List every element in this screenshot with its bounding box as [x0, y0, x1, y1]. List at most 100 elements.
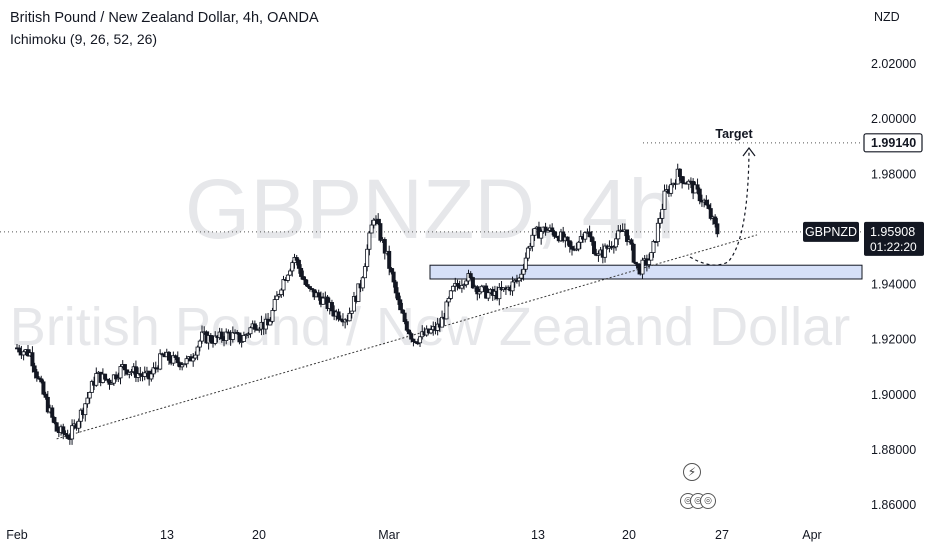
candle[interactable]	[89, 381, 94, 393]
candle[interactable]	[78, 409, 83, 422]
news-icon-3[interactable]: ◎	[700, 493, 716, 509]
candle[interactable]	[307, 286, 312, 289]
candle[interactable]	[576, 241, 581, 250]
candle[interactable]	[470, 277, 475, 289]
lightning-icon[interactable]: ⚡	[683, 463, 701, 481]
candle[interactable]	[288, 270, 293, 276]
candle[interactable]	[362, 266, 367, 279]
candle[interactable]	[636, 263, 641, 269]
candle[interactable]	[303, 279, 308, 285]
candle[interactable]	[415, 342, 420, 345]
candle[interactable]	[517, 277, 522, 282]
candle[interactable]	[697, 188, 702, 202]
candle[interactable]	[596, 253, 601, 256]
candle[interactable]	[290, 262, 295, 272]
candle[interactable]	[382, 239, 387, 254]
candle[interactable]	[338, 318, 343, 321]
candle[interactable]	[616, 230, 621, 240]
candle[interactable]	[519, 273, 524, 279]
candle[interactable]	[281, 279, 286, 291]
candle[interactable]	[713, 216, 718, 225]
candle[interactable]	[285, 274, 290, 281]
candle[interactable]	[184, 358, 189, 365]
candle[interactable]	[462, 284, 467, 287]
candle[interactable]	[61, 426, 66, 434]
candle[interactable]	[484, 285, 489, 299]
candle[interactable]	[396, 292, 401, 301]
candle[interactable]	[94, 373, 99, 386]
candle[interactable]	[85, 397, 90, 405]
candle[interactable]	[510, 281, 515, 292]
candle[interactable]	[677, 168, 682, 177]
candle[interactable]	[50, 407, 55, 418]
candle[interactable]	[686, 180, 691, 185]
candle[interactable]	[182, 363, 187, 366]
candle[interactable]	[715, 223, 720, 235]
candle[interactable]	[296, 259, 301, 269]
candle[interactable]	[369, 224, 374, 234]
candle[interactable]	[655, 222, 660, 243]
candle[interactable]	[446, 298, 451, 303]
candle[interactable]	[651, 241, 656, 254]
candle[interactable]	[39, 378, 44, 383]
symbol-tag[interactable]	[803, 221, 859, 242]
candle[interactable]	[122, 364, 127, 371]
candle[interactable]	[329, 302, 334, 312]
candle[interactable]	[65, 434, 70, 439]
candle[interactable]	[349, 310, 354, 314]
candle[interactable]	[525, 247, 530, 259]
candle[interactable]	[76, 420, 81, 429]
candle[interactable]	[404, 321, 409, 331]
candle[interactable]	[299, 267, 304, 277]
candle[interactable]	[213, 335, 218, 344]
candle[interactable]	[272, 299, 277, 311]
candle[interactable]	[248, 327, 253, 335]
candle[interactable]	[127, 371, 132, 375]
candle[interactable]	[268, 320, 273, 326]
candle[interactable]	[208, 335, 213, 342]
candle[interactable]	[294, 257, 299, 261]
candle[interactable]	[191, 357, 196, 362]
candle[interactable]	[103, 373, 108, 380]
candle[interactable]	[429, 329, 434, 334]
candle[interactable]	[301, 276, 306, 280]
candle[interactable]	[118, 366, 123, 379]
candle[interactable]	[270, 310, 275, 322]
candle[interactable]	[274, 295, 279, 301]
candle[interactable]	[451, 285, 456, 292]
candle[interactable]	[138, 373, 143, 376]
candle[interactable]	[695, 184, 700, 190]
candle[interactable]	[193, 354, 198, 359]
candle[interactable]	[592, 241, 597, 255]
candle[interactable]	[224, 331, 229, 342]
candle[interactable]	[629, 239, 634, 245]
candle[interactable]	[611, 246, 616, 249]
candle[interactable]	[486, 292, 491, 299]
candle[interactable]	[54, 422, 59, 432]
candle[interactable]	[246, 333, 251, 336]
candle[interactable]	[21, 351, 26, 356]
candle[interactable]	[389, 268, 394, 273]
candle[interactable]	[393, 281, 398, 294]
candle[interactable]	[347, 312, 352, 322]
candle[interactable]	[448, 290, 453, 299]
candle[interactable]	[532, 228, 537, 236]
candle[interactable]	[305, 284, 310, 287]
candle[interactable]	[230, 332, 235, 340]
candle[interactable]	[402, 312, 407, 323]
candle[interactable]	[241, 335, 246, 342]
candle[interactable]	[197, 340, 202, 348]
candle[interactable]	[142, 372, 147, 377]
candle[interactable]	[387, 250, 392, 269]
candle[interactable]	[173, 355, 178, 358]
candle[interactable]	[398, 299, 403, 311]
trendline[interactable]	[56, 234, 758, 440]
candle[interactable]	[133, 366, 138, 378]
candle[interactable]	[83, 403, 88, 416]
projection-path[interactable]	[689, 151, 750, 266]
indicator-label[interactable]: Ichimoku (9, 26, 52, 26)	[10, 31, 158, 47]
candle[interactable]	[418, 336, 423, 344]
candle[interactable]	[257, 328, 262, 331]
candle[interactable]	[539, 231, 544, 239]
candle[interactable]	[603, 245, 608, 258]
